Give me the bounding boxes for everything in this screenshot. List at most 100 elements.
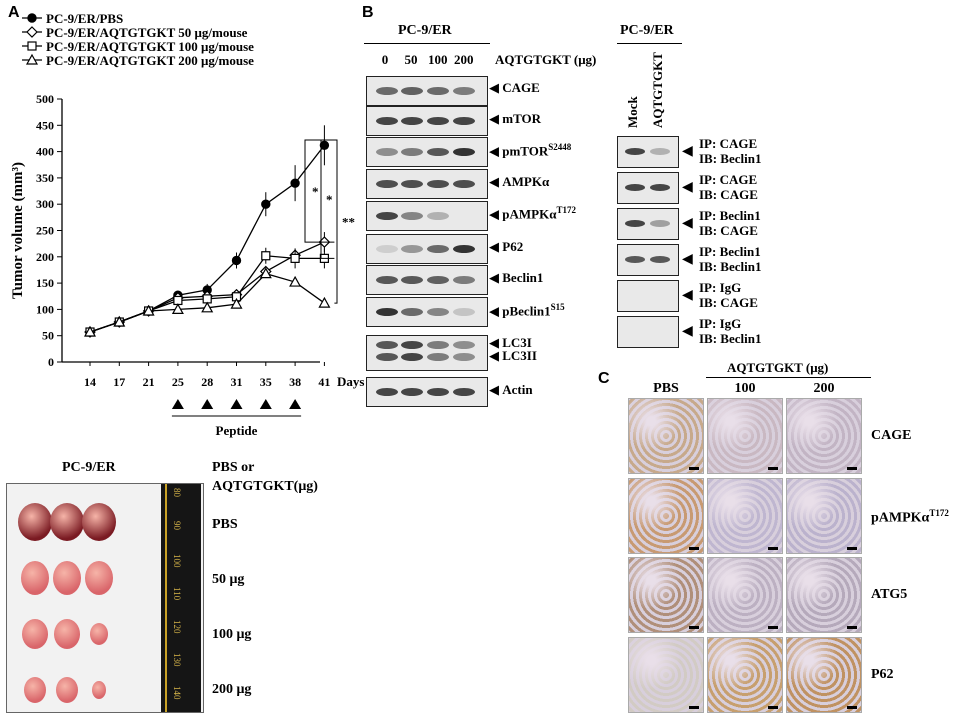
wb-blot — [366, 76, 488, 106]
legend-label: PC-9/ER/PBS — [46, 11, 123, 26]
band — [453, 117, 475, 125]
data-point — [113, 315, 126, 327]
arrow-icon: ◀ — [489, 348, 503, 363]
x-tick-label: 35 — [260, 375, 272, 389]
legend-marker — [27, 41, 37, 51]
band — [427, 276, 449, 284]
ihc-image — [628, 478, 704, 554]
scale-bar — [847, 706, 857, 709]
ruler-tick: 130 — [172, 653, 182, 667]
y-tick-label: 450 — [36, 118, 54, 132]
band — [376, 341, 398, 349]
wb-row-label: ◀ Beclin1 — [489, 270, 543, 286]
band — [376, 117, 398, 125]
band — [376, 353, 398, 361]
y-tick-label: 350 — [36, 171, 54, 185]
band — [427, 180, 449, 188]
ip-lane-mock: Mock — [625, 96, 640, 128]
wb-row-label: ◀ mTOR — [489, 111, 541, 127]
wb-row-label: ◀ LC3II — [489, 348, 537, 364]
wb-protein: P62 — [502, 239, 524, 254]
ip-cell-line: PC-9/ER — [620, 23, 674, 38]
wb-row-label: ◀ pmTORS2448 — [489, 142, 571, 159]
band — [453, 148, 475, 156]
band — [376, 148, 398, 156]
tumor — [24, 677, 46, 703]
treatment-label: Peptide — [216, 423, 258, 438]
scale-bar — [768, 706, 778, 709]
significance-mark: * — [312, 184, 319, 199]
ihc-image — [786, 478, 862, 554]
ihc-image — [786, 398, 862, 474]
wb-protein: AMPKα — [502, 174, 550, 189]
band — [401, 308, 423, 316]
treatment-triangle — [230, 399, 243, 409]
wb-blot — [366, 169, 488, 199]
ihc-image — [707, 478, 783, 554]
wb-protein: mTOR — [502, 111, 542, 126]
band — [376, 388, 398, 396]
wb-row-label: ◀ CAGE — [489, 80, 540, 96]
x-axis-label: Days — [337, 374, 364, 389]
wb-protein: pmTOR — [502, 143, 549, 159]
x-tick-label: 28 — [201, 375, 213, 389]
x-tick-label: 17 — [113, 375, 125, 389]
band — [427, 388, 449, 396]
band — [427, 148, 449, 156]
band — [427, 341, 449, 349]
band — [625, 220, 645, 227]
band — [376, 212, 398, 220]
chart-axes: 0 50 100 150 200 250 300 350 400 450 500 14 17 21 25 28… — [10, 92, 364, 389]
wb-sup: T172 — [556, 205, 576, 215]
band — [401, 117, 423, 125]
y-tick-label: 50 — [42, 329, 54, 343]
band — [453, 180, 475, 188]
ruler-tick: 90 — [172, 521, 182, 530]
y-tick-label: 400 — [36, 145, 54, 159]
ruler: 80 90 100 110 120 130 140 — [161, 484, 201, 712]
wb-protein: Actin — [502, 382, 533, 397]
significance-bracket — [320, 139, 335, 259]
arrow-icon: ◀ — [489, 303, 503, 319]
ip-label: IP: Beclin1 — [699, 244, 761, 259]
wb-dose: 100 — [428, 52, 448, 67]
band — [453, 308, 475, 316]
significance-mark: ** — [342, 215, 355, 230]
y-tick-label: 500 — [36, 92, 54, 106]
legend-marker — [26, 26, 38, 38]
arrow-icon: ◀ — [682, 288, 693, 303]
ihc-column-label: PBS — [653, 381, 679, 396]
ib-label: IB: Beclin1 — [699, 151, 762, 166]
band — [453, 276, 475, 284]
ruler-tick: 100 — [172, 554, 182, 568]
tumor-photo-header: PBS or AQTGTGKT(μg) — [212, 460, 318, 494]
band — [401, 353, 423, 361]
arrow-icon: ◀ — [682, 252, 693, 267]
wb-protein: pBeclin1 — [502, 303, 551, 319]
ip-label: IP: CAGE — [699, 136, 758, 151]
y-tick-label: 250 — [36, 224, 54, 238]
y-tick-label: 150 — [36, 276, 54, 290]
wb-protein: pAMPKα — [502, 206, 557, 222]
wb-blot — [366, 234, 488, 264]
data-point — [261, 251, 271, 261]
x-tick-label: 25 — [172, 375, 184, 389]
x-tick-label: 21 — [143, 375, 155, 389]
band — [453, 245, 475, 253]
ihc-row-label: CAGE — [871, 428, 912, 443]
ihc-treatment: AQTGTGKT (μg) — [727, 360, 829, 375]
arrow-icon: ◀ — [682, 324, 693, 339]
wb-dose: 50 — [404, 52, 418, 67]
tumor-row-label: 200 μg — [212, 682, 252, 697]
tumor-photo: 80 90 100 110 120 130 140 — [6, 483, 204, 713]
band — [427, 117, 449, 125]
ib-label: IB: CAGE — [699, 223, 758, 238]
arrow-icon: ◀ — [489, 111, 503, 126]
data-point — [319, 140, 330, 150]
x-tick-label: 38 — [289, 375, 301, 389]
band — [401, 388, 423, 396]
ib-label: IB: Beclin1 — [699, 259, 762, 274]
band — [376, 308, 398, 316]
band — [401, 148, 423, 156]
